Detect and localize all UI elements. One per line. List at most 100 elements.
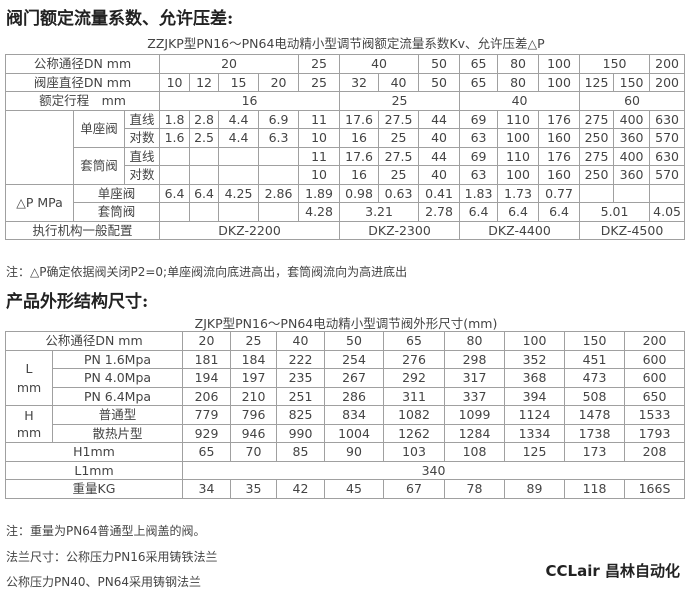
row-label: PN 4.0Mpa xyxy=(52,368,183,388)
value-cell: 292 xyxy=(383,368,445,388)
value-cell: 44 xyxy=(418,146,461,166)
row-label: 套筒阀 xyxy=(72,202,161,222)
value-cell: 50 xyxy=(418,54,461,74)
table1-note: 注：△P确定依据阀关闭P2=0;单座阀流向底进高出，套筒阀流向为高进底出 xyxy=(6,265,408,279)
value-cell: 20 xyxy=(159,54,300,74)
value-cell: 251 xyxy=(276,386,325,406)
value-cell: 1.73 xyxy=(497,183,540,203)
value-cell: 40 xyxy=(378,72,420,92)
value-cell xyxy=(159,146,191,166)
unit-label: mm xyxy=(16,425,42,440)
value-cell: 6.4 xyxy=(459,202,499,222)
value-cell: 50 xyxy=(418,72,461,92)
row-label: 普通型 xyxy=(52,405,183,425)
table-row: 公称通径DN mm 20 25 40 50 65 80 100 150 200 xyxy=(5,331,685,351)
value-cell: 337 xyxy=(444,386,505,406)
value-cell: 825 xyxy=(276,405,325,425)
value-cell xyxy=(159,165,191,185)
table-row: 重量KG 34 35 42 45 67 78 89 118 166S xyxy=(5,479,685,499)
value-cell: 286 xyxy=(324,386,384,406)
value-cell: 5.01 xyxy=(579,202,651,222)
value-cell: 650 xyxy=(624,386,685,406)
value-cell: 4.4 xyxy=(218,128,260,148)
value-cell: 25 xyxy=(298,72,341,92)
value-cell xyxy=(613,183,651,203)
value-cell: 250 xyxy=(579,165,615,185)
section-heading-flow: 阀门额定流量系数、允许压差: xyxy=(6,9,234,29)
value-cell: DKZ-2200 xyxy=(159,220,341,240)
value-cell: 85 xyxy=(276,442,325,462)
value-cell: 17.6 xyxy=(339,146,380,166)
row-label: 直线 xyxy=(123,109,161,129)
row-label: L1mm xyxy=(5,460,183,480)
table-row: 额定行程 mm 16 25 40 60 xyxy=(4,91,686,111)
value-cell: 206 xyxy=(182,386,231,406)
value-cell: 65 xyxy=(459,72,499,92)
value-cell xyxy=(258,202,300,222)
row-label: 直线 xyxy=(123,146,161,166)
value-cell: 267 xyxy=(324,368,384,388)
value-cell: 400 xyxy=(613,146,651,166)
value-cell: 89 xyxy=(504,479,565,499)
value-cell: 451 xyxy=(564,349,625,369)
value-cell: 176 xyxy=(538,146,581,166)
value-cell: 40 xyxy=(339,54,420,74)
value-cell: 25 xyxy=(339,91,461,111)
value-cell: 63 xyxy=(459,165,499,185)
value-cell: 946 xyxy=(230,423,277,443)
section-heading-dimensions: 产品外形结构尺寸: xyxy=(6,292,149,312)
value-cell: 150 xyxy=(564,331,625,351)
row-label: 公称通径DN mm xyxy=(4,54,161,74)
row-label: PN 1.6Mpa xyxy=(52,349,183,369)
value-cell: 125 xyxy=(579,72,615,92)
value-cell: 100 xyxy=(497,165,540,185)
value-cell: 45 xyxy=(324,479,384,499)
value-cell: 6.9 xyxy=(258,109,300,129)
value-cell: 40 xyxy=(418,128,461,148)
value-cell: 6.3 xyxy=(258,128,300,148)
value-cell: 200 xyxy=(649,54,686,74)
row-label: 额定行程 mm xyxy=(4,91,161,111)
value-cell: 6.4 xyxy=(189,183,220,203)
table2-caption: ZJKP型PN16～PN64电动精小型调节阀外形尺寸(mm) xyxy=(194,316,498,331)
value-cell: 150 xyxy=(613,72,651,92)
value-cell: 317 xyxy=(444,368,505,388)
value-cell xyxy=(218,165,260,185)
value-cell: 630 xyxy=(649,109,686,129)
value-cell: 779 xyxy=(182,405,231,425)
flange-note-pn40-64: 公称压力PN40、PN64采用铸钢法兰 xyxy=(6,575,201,589)
value-cell xyxy=(189,146,220,166)
value-cell: 4.4 xyxy=(218,109,260,129)
table1-caption: ZZJKP型PN16～PN64电动精小型调节阀额定流量系数Kv、允许压差△P xyxy=(147,36,545,51)
value-cell: 65 xyxy=(459,54,499,74)
value-cell: 25 xyxy=(378,128,420,148)
value-cell: 11 xyxy=(298,109,341,129)
value-cell: 166S xyxy=(624,479,685,499)
value-cell: 311 xyxy=(383,386,445,406)
unit-label: mm xyxy=(16,379,42,395)
value-cell: DKZ-2300 xyxy=(339,220,461,240)
value-cell: 160 xyxy=(538,128,581,148)
value-cell: 25 xyxy=(298,54,341,74)
value-cell: 40 xyxy=(276,331,325,351)
value-cell xyxy=(189,202,220,222)
value-cell: 40 xyxy=(418,165,461,185)
value-cell: 1284 xyxy=(444,423,505,443)
value-cell: 3.21 xyxy=(339,202,420,222)
value-cell xyxy=(579,183,615,203)
value-cell xyxy=(218,146,260,166)
value-cell xyxy=(189,165,220,185)
value-cell: 44 xyxy=(418,109,461,129)
table-row: 套筒阀 4.28 3.21 2.78 6.4 6.4 6.4 5.01 4.05 xyxy=(6,202,686,222)
value-cell: 2.78 xyxy=(418,202,461,222)
value-cell xyxy=(258,165,300,185)
value-cell: 2.5 xyxy=(189,128,220,148)
value-cell: 80 xyxy=(497,54,540,74)
value-cell: 4.28 xyxy=(298,202,341,222)
value-cell: 210 xyxy=(230,386,277,406)
value-cell: 0.77 xyxy=(538,183,581,203)
